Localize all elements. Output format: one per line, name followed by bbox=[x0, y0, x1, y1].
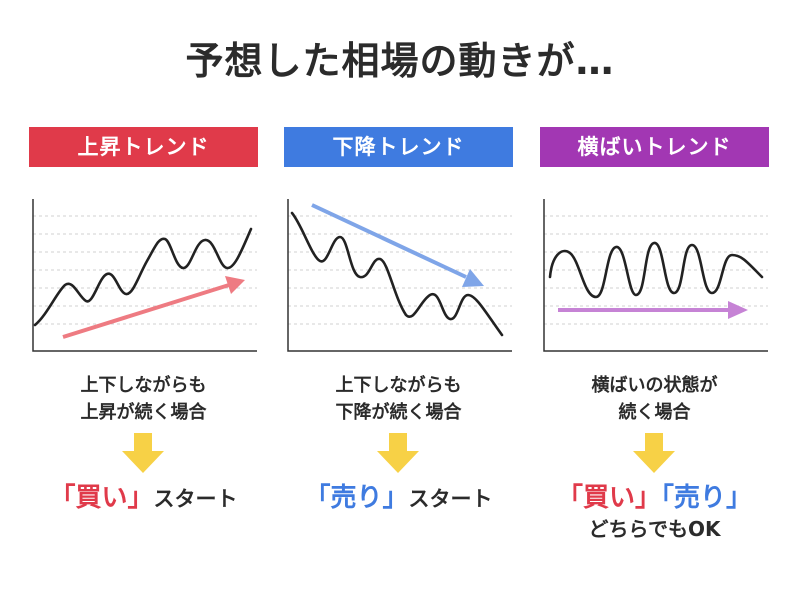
uptrend-result: 「買い」スタート bbox=[29, 477, 258, 514]
downtrend-arrow bbox=[311, 203, 467, 279]
buy-label: 「買い」 bbox=[49, 483, 154, 513]
panel-downtrend: 下降トレンド 上下しながらも 下降が続く場合 「売り」スタート bbox=[284, 127, 524, 567]
down-arrow-icon bbox=[122, 433, 164, 473]
desc-line-1: 上下しながらも bbox=[335, 375, 462, 396]
downtrend-result: 「売り」スタート bbox=[284, 477, 513, 514]
panel-uptrend: 上昇トレンド 上下しながらも 上昇が続く場合 「買い」スタート bbox=[29, 127, 269, 567]
sideways-chart bbox=[543, 199, 768, 352]
desc-line-1: 上下しながらも bbox=[80, 375, 207, 396]
downtrend-arrowhead bbox=[462, 269, 484, 287]
chart-axes bbox=[543, 199, 768, 352]
down-arrow-icon bbox=[633, 433, 675, 473]
uptrend-description: 上下しながらも 上昇が続く場合 bbox=[29, 372, 258, 426]
sideways-label: 横ばいトレンド bbox=[540, 127, 769, 167]
gridlines bbox=[33, 215, 257, 325]
desc-line-2: 下降が続く場合 bbox=[335, 402, 462, 423]
uptrend-arrowhead bbox=[225, 276, 245, 294]
desc-line-2: 上昇が続く場合 bbox=[80, 402, 207, 423]
desc-line-1: 横ばいの状態が bbox=[591, 375, 718, 396]
uptrend-chart bbox=[32, 199, 257, 352]
panel-sideways: 横ばいトレンド 横ばいの状態が 続く場合 「買い」「売り」 どちらでもOK bbox=[540, 127, 780, 567]
gridlines bbox=[544, 215, 768, 325]
uptrend-label: 上昇トレンド bbox=[29, 127, 258, 167]
sell-label: 「売り」 bbox=[661, 483, 753, 513]
sideways-description: 横ばいの状態が 続く場合 bbox=[540, 372, 769, 426]
chart-axes bbox=[287, 199, 512, 352]
sideways-arrowhead bbox=[728, 301, 748, 319]
price-line bbox=[33, 227, 253, 327]
buy-label: 「買い」 bbox=[556, 483, 661, 513]
uptrend-arrow bbox=[62, 283, 230, 339]
sideways-result: 「買い」「売り」 bbox=[540, 477, 769, 514]
sell-label: 「売り」 bbox=[304, 483, 409, 513]
start-label: スタート bbox=[408, 487, 493, 511]
downtrend-label: 下降トレンド bbox=[284, 127, 513, 167]
chart-axes bbox=[32, 199, 257, 352]
downtrend-chart bbox=[287, 199, 512, 352]
desc-line-2: 続く場合 bbox=[618, 402, 691, 423]
price-line bbox=[548, 241, 764, 299]
price-line bbox=[290, 211, 504, 337]
downtrend-description: 上下しながらも 下降が続く場合 bbox=[284, 372, 513, 426]
page-title: 予想した相場の動きが… bbox=[185, 39, 615, 83]
start-label: スタート bbox=[153, 487, 238, 511]
either-ok-label: どちらでもOK bbox=[588, 517, 721, 541]
down-arrow-icon bbox=[377, 433, 419, 473]
gridlines bbox=[288, 215, 512, 325]
